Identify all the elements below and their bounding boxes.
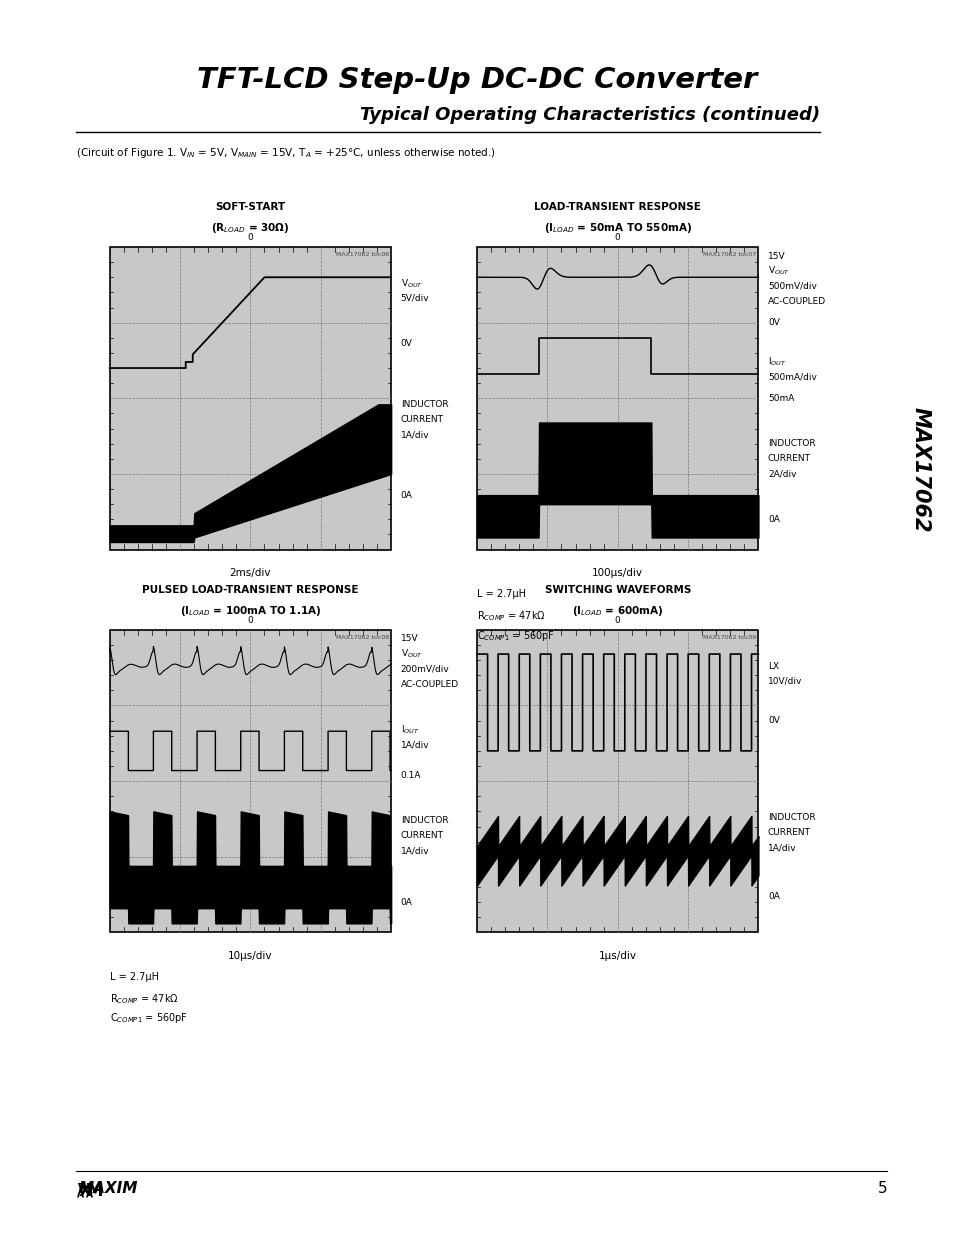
Text: 0A: 0A <box>400 898 412 906</box>
Text: C$_{COMP1}$ = 560pF: C$_{COMP1}$ = 560pF <box>110 1011 188 1025</box>
Text: AC-COUPLED: AC-COUPLED <box>400 679 458 689</box>
Text: CURRENT: CURRENT <box>767 454 810 463</box>
Text: I$_{OUT}$: I$_{OUT}$ <box>767 356 786 368</box>
Text: (I$_{LOAD}$ = 600mA): (I$_{LOAD}$ = 600mA) <box>571 604 663 618</box>
Text: 0: 0 <box>247 233 253 242</box>
Text: LX: LX <box>767 662 779 671</box>
Text: 15V: 15V <box>767 252 784 261</box>
Text: PULSED LOAD-TRANSIENT RESPONSE: PULSED LOAD-TRANSIENT RESPONSE <box>142 585 358 595</box>
Text: (R$_{LOAD}$ = 30Ω): (R$_{LOAD}$ = 30Ω) <box>211 221 290 235</box>
Text: (I$_{LOAD}$ = 100mA TO 1.1A): (I$_{LOAD}$ = 100mA TO 1.1A) <box>180 604 320 618</box>
Text: INDUCTOR: INDUCTOR <box>767 440 815 448</box>
Text: 2ms/div: 2ms/div <box>230 568 271 578</box>
Text: 0: 0 <box>614 233 620 242</box>
Text: 50mA: 50mA <box>767 394 794 403</box>
Text: CURRENT: CURRENT <box>767 829 810 837</box>
Text: 1A/div: 1A/div <box>767 844 796 852</box>
Bar <box>476 247 758 550</box>
Text: MAX17062: MAX17062 <box>910 406 929 532</box>
Text: MAX17062 toc07: MAX17062 toc07 <box>702 252 756 257</box>
Text: V$_{OUT}$: V$_{OUT}$ <box>767 266 789 278</box>
Text: (Circuit of Figure 1. V$_{IN}$ = 5V, V$_{MAIN}$ = 15V, T$_A$ = +25°C, unless oth: (Circuit of Figure 1. V$_{IN}$ = 5V, V$_… <box>76 146 496 159</box>
Text: 100μs/div: 100μs/div <box>592 568 642 578</box>
Text: C$_{COMP1}$ = 560pF: C$_{COMP1}$ = 560pF <box>476 629 555 642</box>
Text: (I$_{LOAD}$ = 50mA TO 550mA): (I$_{LOAD}$ = 50mA TO 550mA) <box>543 221 691 235</box>
Text: I$_{OUT}$: I$_{OUT}$ <box>400 724 419 736</box>
Text: 1μs/div: 1μs/div <box>598 951 636 961</box>
Bar <box>476 630 758 932</box>
Text: 0A: 0A <box>767 892 779 900</box>
Text: CURRENT: CURRENT <box>400 415 443 424</box>
Bar <box>110 630 391 932</box>
Text: INDUCTOR: INDUCTOR <box>400 816 448 825</box>
Text: V$_{OUT}$: V$_{OUT}$ <box>400 648 422 661</box>
Text: 1A/div: 1A/div <box>400 846 429 855</box>
Text: 10V/div: 10V/div <box>767 677 801 685</box>
Text: LOAD-TRANSIENT RESPONSE: LOAD-TRANSIENT RESPONSE <box>534 203 700 212</box>
Text: INDUCTOR: INDUCTOR <box>767 813 815 823</box>
Text: MAX17062 toc06: MAX17062 toc06 <box>335 252 389 257</box>
Text: R$_{COMP}$ = 47kΩ: R$_{COMP}$ = 47kΩ <box>476 609 545 622</box>
Text: SWITCHING WAVEFORMS: SWITCHING WAVEFORMS <box>544 585 690 595</box>
Text: L = 2.7μH: L = 2.7μH <box>476 589 525 599</box>
Text: TFT-LCD Step-Up DC-DC Converter: TFT-LCD Step-Up DC-DC Converter <box>196 67 757 94</box>
Text: MAX17062 toc09: MAX17062 toc09 <box>702 635 756 640</box>
Text: 1A/div: 1A/div <box>400 430 429 440</box>
Text: 1A/div: 1A/div <box>400 740 429 750</box>
Text: 5: 5 <box>877 1181 886 1195</box>
Text: 0V: 0V <box>767 716 779 725</box>
Text: 0V: 0V <box>400 340 412 348</box>
Text: 0A: 0A <box>767 515 779 524</box>
Text: 10μs/div: 10μs/div <box>228 951 273 961</box>
Text: SOFT-START: SOFT-START <box>215 203 285 212</box>
Text: 15V: 15V <box>400 635 417 643</box>
Text: MAXIM: MAXIM <box>78 1181 137 1195</box>
Text: AC-COUPLED: AC-COUPLED <box>767 296 825 306</box>
Text: 0: 0 <box>614 616 620 625</box>
Text: 500mV/div: 500mV/div <box>767 282 816 290</box>
Text: 200mV/div: 200mV/div <box>400 664 449 673</box>
Text: R$_{COMP}$ = 47kΩ: R$_{COMP}$ = 47kΩ <box>110 992 178 1005</box>
Text: 0.1A: 0.1A <box>400 771 420 779</box>
Text: INDUCTOR: INDUCTOR <box>400 400 448 409</box>
Text: MAX17062 toc08: MAX17062 toc08 <box>335 635 389 640</box>
Text: 0A: 0A <box>400 490 412 500</box>
Text: L = 2.7μH: L = 2.7μH <box>110 972 158 982</box>
Text: Typical Operating Characteristics (continued): Typical Operating Characteristics (conti… <box>360 105 820 124</box>
Text: $\mathbf{/\!\!/\!\!\backslash\!\!X\!\!/\!\!\backslash\!\!M}$: $\mathbf{/\!\!/\!\!\backslash\!\!X\!\!/\… <box>76 1182 104 1200</box>
Text: V$_{OUT}$: V$_{OUT}$ <box>400 277 422 289</box>
Text: 500mA/div: 500mA/div <box>767 373 816 382</box>
Text: CURRENT: CURRENT <box>400 831 443 840</box>
Text: 2A/div: 2A/div <box>767 469 796 478</box>
Text: 0V: 0V <box>767 319 779 327</box>
Text: 5V/div: 5V/div <box>400 294 429 303</box>
Text: 0: 0 <box>247 616 253 625</box>
Bar <box>110 247 391 550</box>
